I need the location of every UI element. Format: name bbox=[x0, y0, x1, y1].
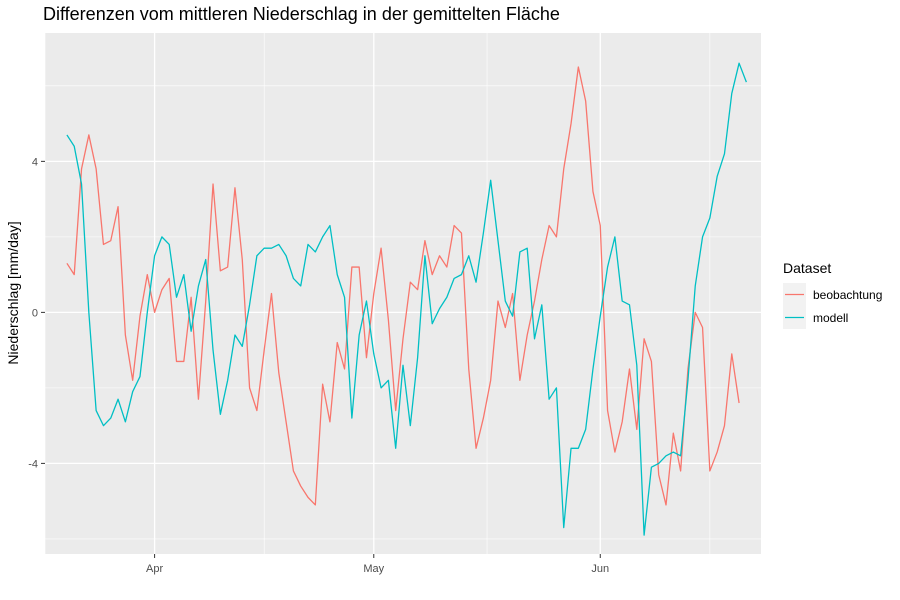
y-axis: -4 0 4 bbox=[28, 156, 45, 470]
x-tick-label: Apr bbox=[146, 563, 163, 575]
minor-gridlines bbox=[44, 33, 761, 554]
x-tick-label: May bbox=[363, 563, 384, 575]
legend-title: Dataset bbox=[783, 260, 831, 276]
legend: Dataset beobachtung modell bbox=[783, 260, 882, 329]
series-layer bbox=[66, 62, 747, 536]
plot-panel bbox=[45, 33, 761, 554]
series-line-modell bbox=[66, 62, 747, 536]
y-tick-label: 4 bbox=[32, 156, 38, 168]
legend-label-beobachtung: beobachtung bbox=[813, 288, 882, 302]
x-axis: Apr May Jun bbox=[146, 554, 609, 575]
y-axis-title: Niederschlag [mm/day] bbox=[5, 221, 21, 364]
y-tick-label: 0 bbox=[32, 307, 38, 319]
series-line-beobachtung bbox=[66, 66, 740, 506]
major-gridlines bbox=[45, 33, 761, 554]
legend-label-modell: modell bbox=[813, 311, 848, 325]
x-tick-label: Jun bbox=[591, 563, 609, 575]
chart-title: Differenzen vom mittleren Niederschlag i… bbox=[43, 4, 560, 24]
y-tick-label: -4 bbox=[28, 458, 38, 470]
